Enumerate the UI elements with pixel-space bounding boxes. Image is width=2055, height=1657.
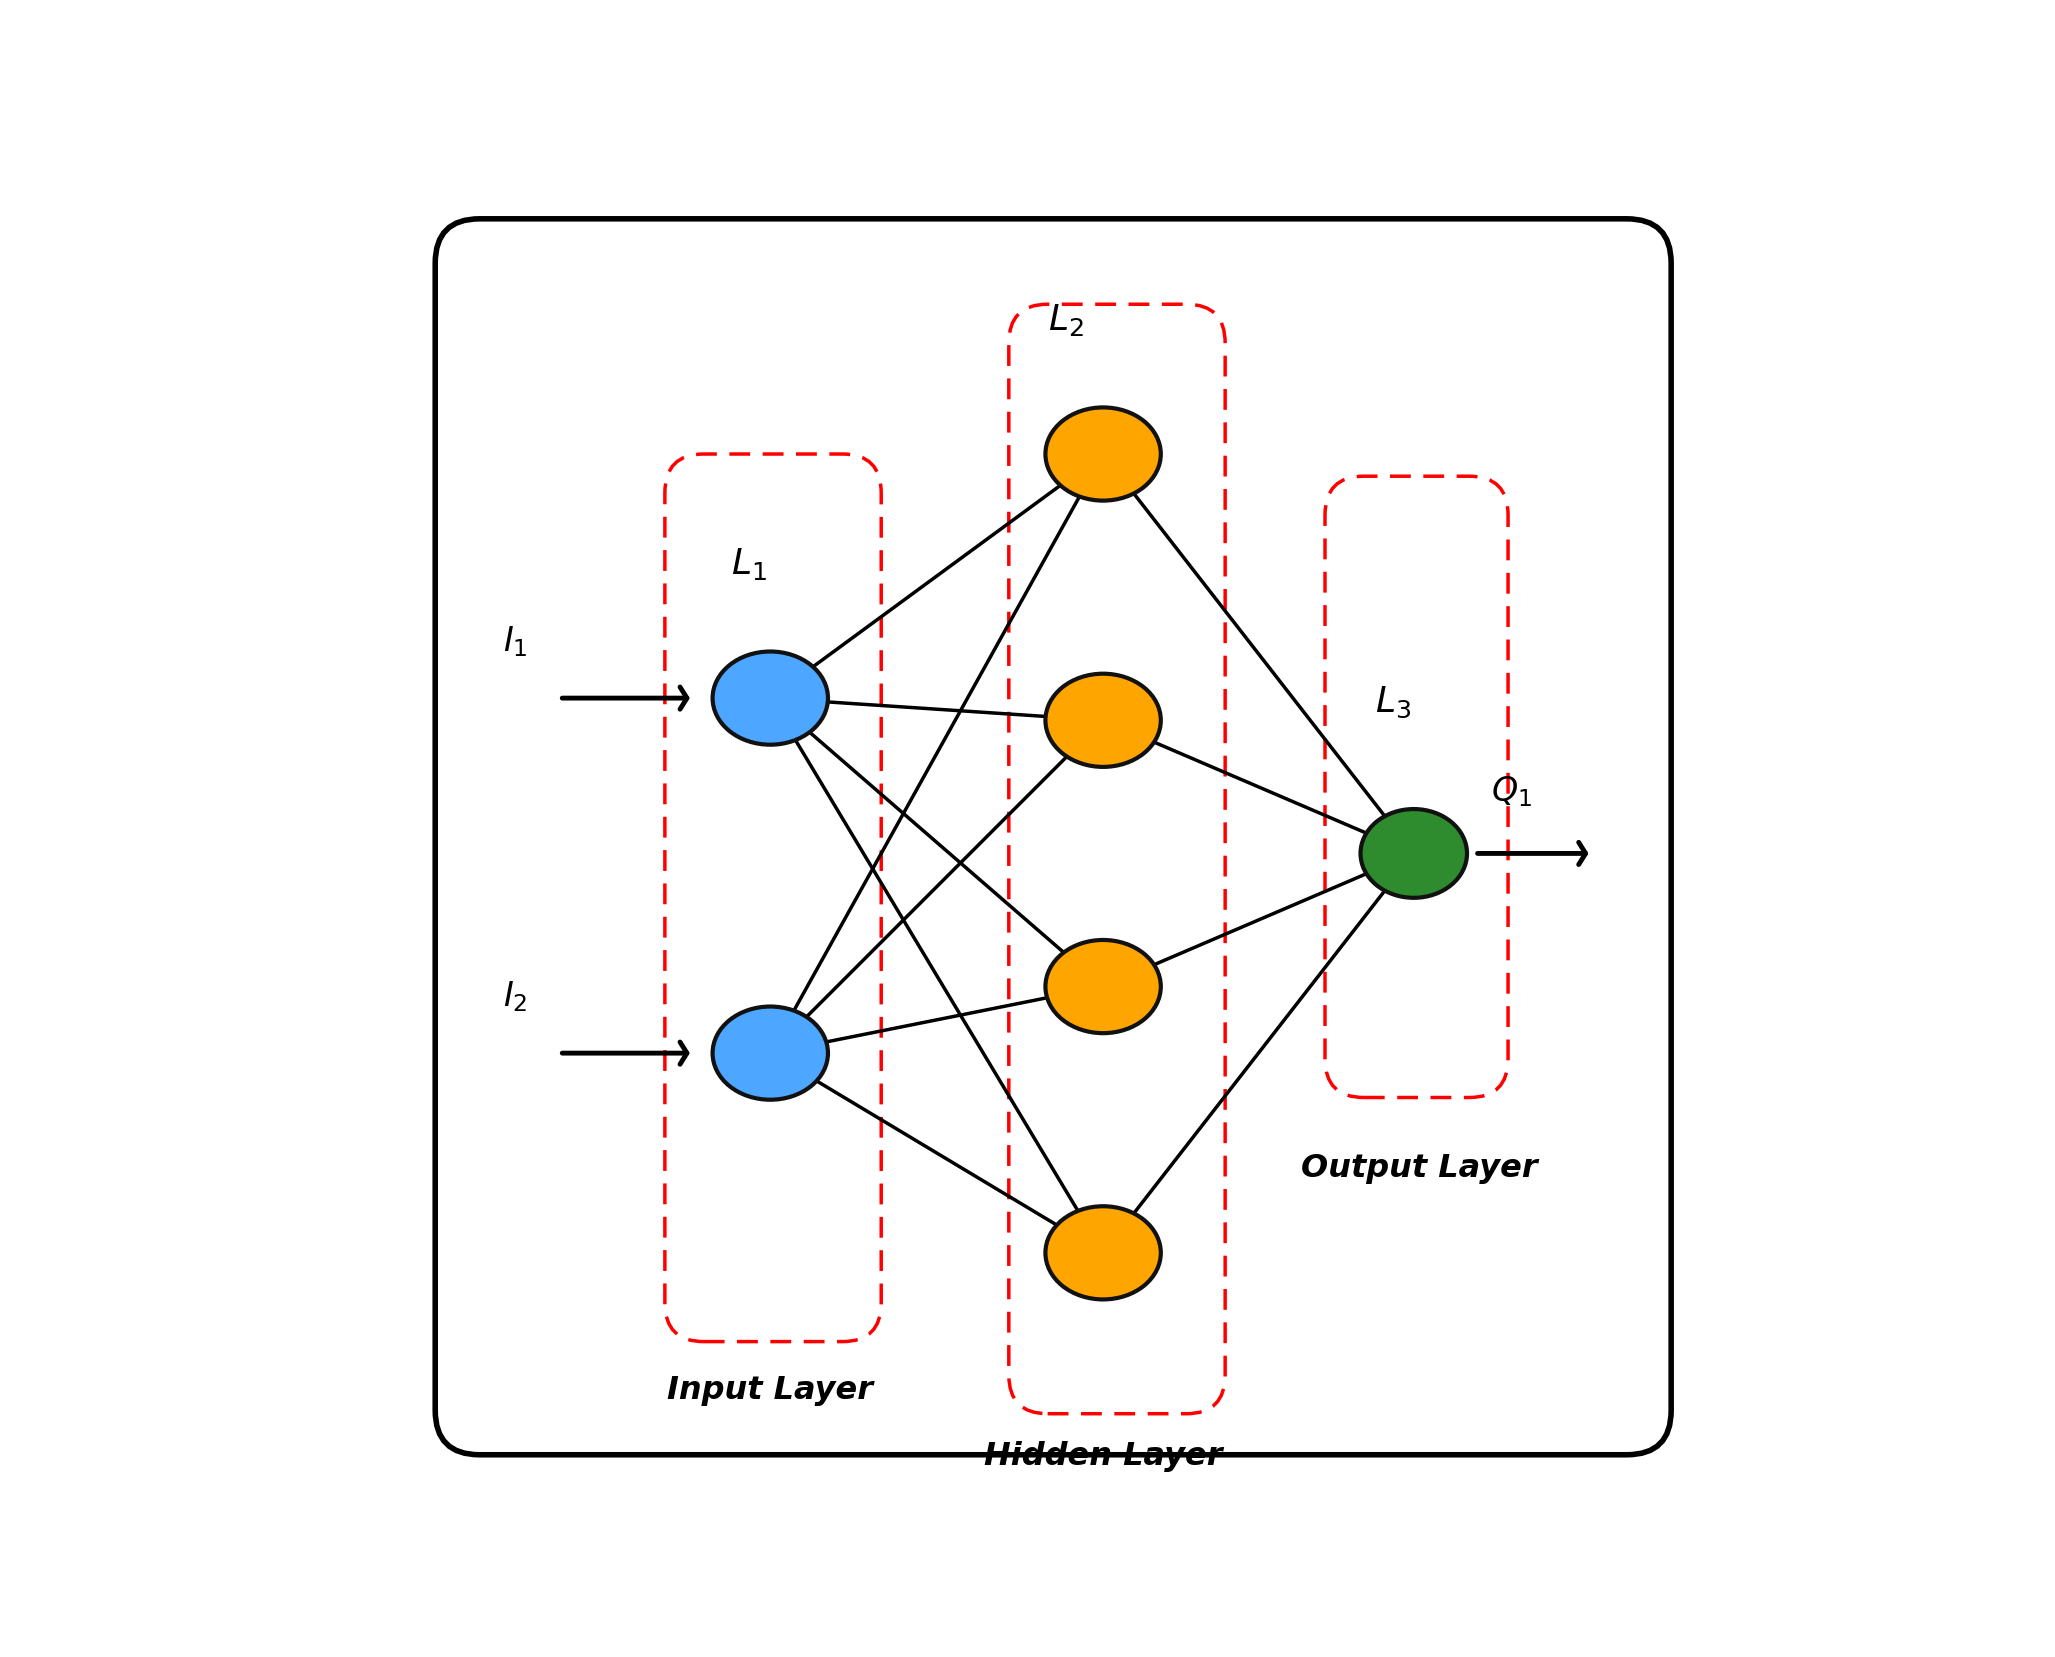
Text: $L_2$: $L_2$ bbox=[1048, 302, 1083, 338]
Ellipse shape bbox=[1046, 674, 1161, 767]
Ellipse shape bbox=[713, 651, 828, 744]
Text: Hidden Layer: Hidden Layer bbox=[984, 1442, 1223, 1473]
Ellipse shape bbox=[1046, 940, 1161, 1034]
Ellipse shape bbox=[1046, 408, 1161, 500]
Ellipse shape bbox=[1046, 1206, 1161, 1299]
FancyBboxPatch shape bbox=[436, 219, 1671, 1455]
Text: $L_3$: $L_3$ bbox=[1375, 684, 1412, 721]
Text: $L_1$: $L_1$ bbox=[732, 545, 767, 582]
Ellipse shape bbox=[1360, 809, 1467, 898]
Text: $I_2$: $I_2$ bbox=[503, 979, 528, 1014]
Text: Output Layer: Output Layer bbox=[1301, 1153, 1537, 1185]
Ellipse shape bbox=[713, 1006, 828, 1100]
Text: Input Layer: Input Layer bbox=[668, 1375, 873, 1405]
Text: $I_1$: $I_1$ bbox=[503, 625, 528, 659]
Text: $Q_1$: $Q_1$ bbox=[1492, 774, 1533, 809]
